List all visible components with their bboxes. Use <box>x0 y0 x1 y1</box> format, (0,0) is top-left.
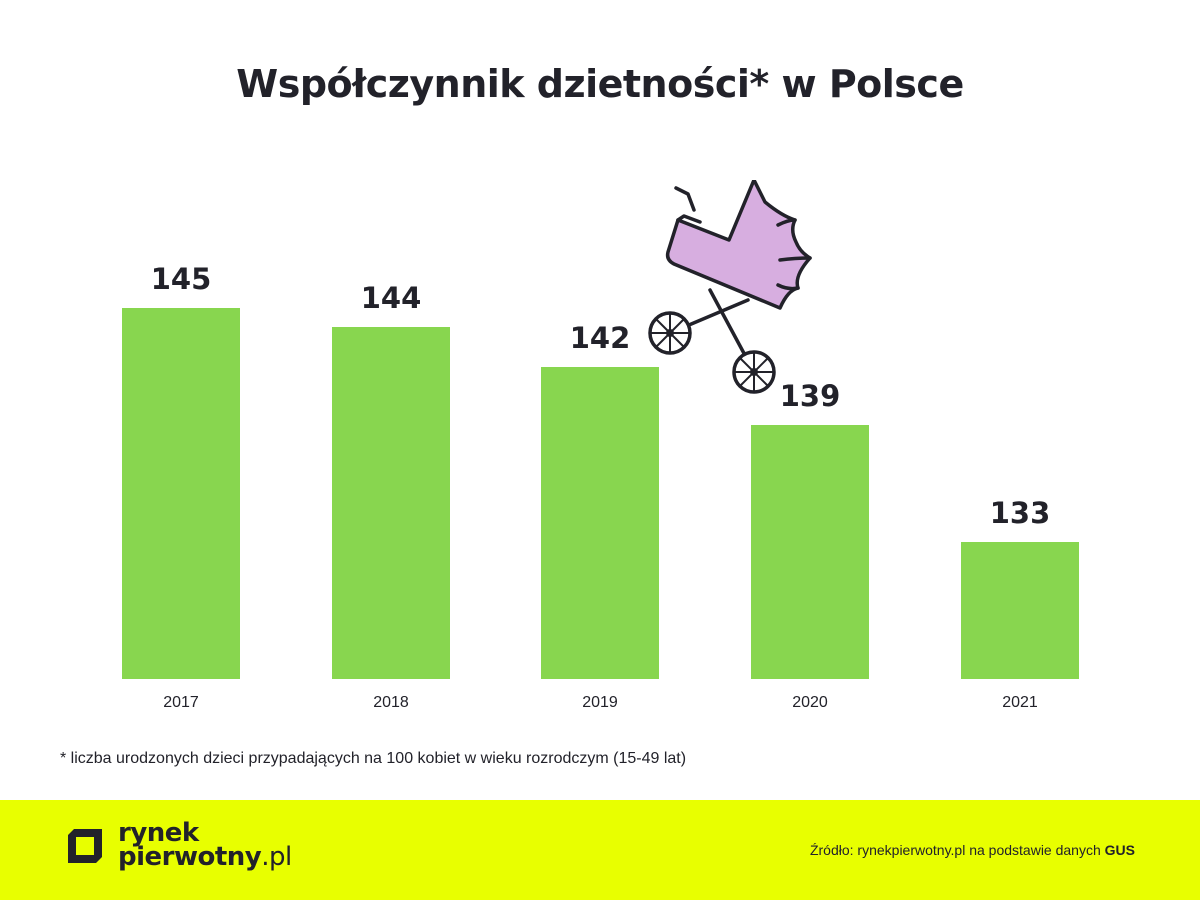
logo-suffix: .pl <box>261 842 292 872</box>
bar-value-2021: 133 <box>989 496 1051 530</box>
chart-title: Współczynnik dzietności* w Polsce <box>236 62 964 106</box>
bar-value-2017: 145 <box>150 262 212 296</box>
footer-bar <box>0 800 1200 900</box>
stroller-icon <box>648 180 812 394</box>
source-bold: GUS <box>1104 842 1135 858</box>
rynekpierwotny-logo-icon <box>68 829 102 863</box>
bar-value-2018: 144 <box>360 281 422 315</box>
x-label-2020: 2020 <box>792 694 828 711</box>
logo-line1: rynek <box>118 818 199 848</box>
source-prefix: Źródło: rynekpierwotny.pl na podstawie d… <box>809 842 1105 858</box>
x-label-2017: 2017 <box>163 694 199 711</box>
bar-value-2020: 139 <box>779 379 841 413</box>
x-label-2019: 2019 <box>582 694 618 711</box>
brand-logo-text: rynek pierwotny.pl <box>118 818 292 872</box>
logo-line2: pierwotny <box>118 842 262 872</box>
bar-2019 <box>541 367 659 679</box>
source-credit: Źródło: rynekpierwotny.pl na podstawie d… <box>810 842 1135 858</box>
bar-value-2019: 142 <box>569 321 631 355</box>
bar-2021 <box>961 542 1079 679</box>
footnote: * liczba urodzonych dzieci przypadającyc… <box>60 750 687 767</box>
x-label-2021: 2021 <box>1002 694 1038 711</box>
x-label-2018: 2018 <box>373 694 409 711</box>
bar-2018 <box>332 327 450 679</box>
bar-2017 <box>122 308 240 679</box>
bar-2020 <box>751 425 869 679</box>
